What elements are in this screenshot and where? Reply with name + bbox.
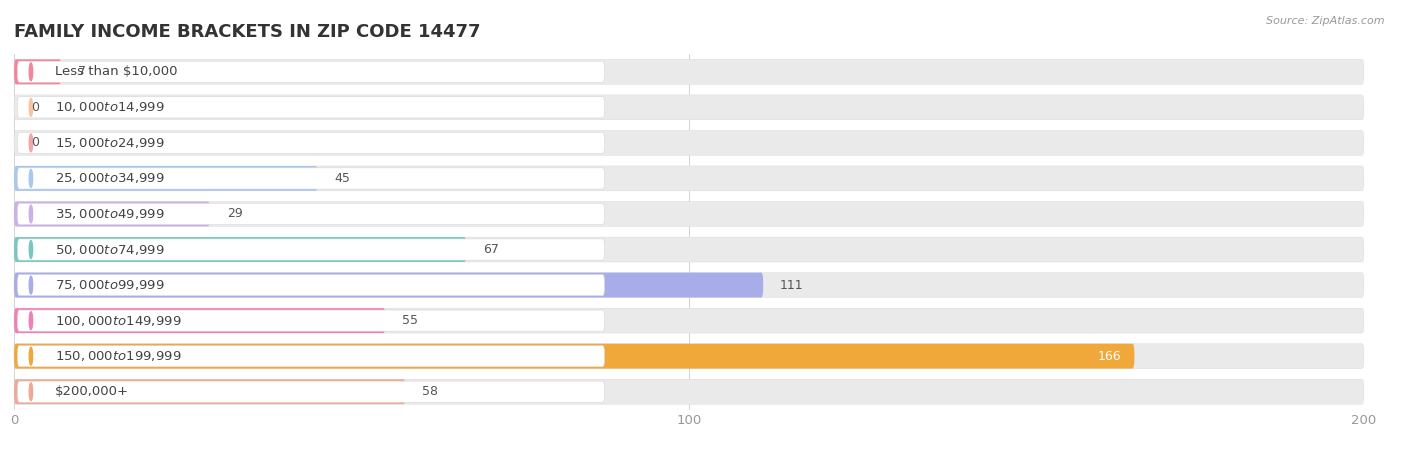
FancyBboxPatch shape (17, 310, 605, 331)
FancyBboxPatch shape (14, 344, 1135, 369)
Text: $50,000 to $74,999: $50,000 to $74,999 (55, 243, 165, 256)
FancyBboxPatch shape (17, 61, 605, 82)
Text: 0: 0 (31, 101, 39, 114)
FancyBboxPatch shape (14, 59, 62, 84)
FancyBboxPatch shape (14, 379, 1364, 404)
Text: 55: 55 (402, 314, 418, 327)
Circle shape (30, 134, 32, 152)
FancyBboxPatch shape (17, 239, 605, 260)
Text: $10,000 to $14,999: $10,000 to $14,999 (55, 100, 165, 114)
FancyBboxPatch shape (17, 132, 605, 153)
Text: $25,000 to $34,999: $25,000 to $34,999 (55, 171, 165, 185)
Circle shape (30, 312, 32, 329)
Text: $200,000+: $200,000+ (55, 385, 128, 398)
Circle shape (30, 383, 32, 400)
Text: $75,000 to $99,999: $75,000 to $99,999 (55, 278, 165, 292)
FancyBboxPatch shape (17, 97, 605, 118)
FancyBboxPatch shape (17, 381, 605, 402)
FancyBboxPatch shape (14, 237, 1364, 262)
FancyBboxPatch shape (14, 59, 1364, 84)
FancyBboxPatch shape (14, 202, 1364, 226)
Text: 58: 58 (422, 385, 439, 398)
FancyBboxPatch shape (17, 203, 605, 225)
Text: $150,000 to $199,999: $150,000 to $199,999 (55, 349, 181, 363)
Text: 7: 7 (79, 65, 86, 78)
FancyBboxPatch shape (14, 202, 209, 226)
FancyBboxPatch shape (14, 166, 1364, 191)
Text: 29: 29 (226, 207, 242, 220)
Text: 45: 45 (335, 172, 350, 185)
FancyBboxPatch shape (14, 308, 1364, 333)
FancyBboxPatch shape (17, 346, 605, 367)
Text: $100,000 to $149,999: $100,000 to $149,999 (55, 314, 181, 328)
Text: 111: 111 (780, 279, 804, 292)
Circle shape (30, 99, 32, 116)
FancyBboxPatch shape (14, 344, 1364, 369)
Text: 67: 67 (484, 243, 499, 256)
Text: FAMILY INCOME BRACKETS IN ZIP CODE 14477: FAMILY INCOME BRACKETS IN ZIP CODE 14477 (14, 23, 481, 41)
Circle shape (30, 241, 32, 258)
Text: 0: 0 (31, 136, 39, 149)
FancyBboxPatch shape (17, 274, 605, 296)
Text: Source: ZipAtlas.com: Source: ZipAtlas.com (1267, 16, 1385, 26)
FancyBboxPatch shape (14, 237, 467, 262)
Text: 166: 166 (1097, 350, 1121, 363)
FancyBboxPatch shape (14, 95, 1364, 120)
Circle shape (30, 63, 32, 81)
FancyBboxPatch shape (14, 308, 385, 333)
FancyBboxPatch shape (14, 379, 405, 404)
FancyBboxPatch shape (14, 273, 763, 297)
Circle shape (30, 170, 32, 187)
Circle shape (30, 347, 32, 365)
FancyBboxPatch shape (17, 168, 605, 189)
Circle shape (30, 205, 32, 223)
FancyBboxPatch shape (14, 130, 1364, 155)
Text: $35,000 to $49,999: $35,000 to $49,999 (55, 207, 165, 221)
Circle shape (30, 276, 32, 294)
FancyBboxPatch shape (14, 166, 318, 191)
Text: Less than $10,000: Less than $10,000 (55, 65, 177, 78)
FancyBboxPatch shape (14, 273, 1364, 297)
Text: $15,000 to $24,999: $15,000 to $24,999 (55, 136, 165, 150)
